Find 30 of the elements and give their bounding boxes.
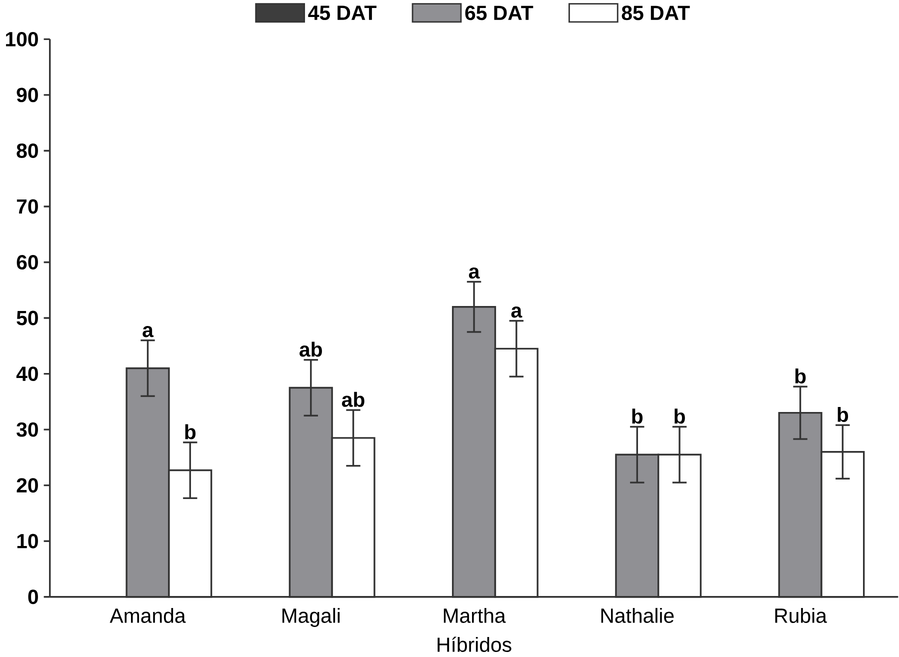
legend-label: 65 DAT (465, 6, 534, 20)
y-tick-label: 60 (16, 255, 38, 270)
x-tick-label: Magali (282, 608, 340, 628)
y-tick-label: 50 (16, 310, 38, 326)
data-label: b (838, 407, 848, 422)
legend-label: 85 DAT (622, 6, 690, 20)
data-label: ab (300, 342, 322, 357)
y-tick-label: 0 (28, 590, 38, 604)
y-tick-label: 40 (16, 366, 38, 382)
data-label: a (511, 306, 522, 318)
data-label: a (468, 268, 480, 279)
legend-label: 45 DAT (308, 6, 376, 20)
y-tick-label: 10 (17, 534, 38, 548)
data-label: b (632, 408, 643, 424)
x-axis-title: Híbridos (438, 636, 512, 652)
data-label: b (795, 368, 806, 384)
x-tick-label: Nathalie (601, 608, 674, 624)
y-tick-label: 20 (16, 478, 38, 493)
y-tick-label: 30 (16, 422, 38, 437)
x-tick-label: Martha (444, 608, 506, 624)
x-tick-label: Rubia (775, 608, 827, 624)
x-tick-label: Amanda (110, 608, 186, 624)
y-tick-label: 100 (6, 32, 38, 47)
data-label: b (185, 424, 196, 440)
y-tick-label: 90 (16, 88, 38, 102)
data-label: a (142, 326, 154, 338)
y-tick-label: 80 (16, 144, 38, 158)
y-tick-label: 70 (16, 199, 38, 214)
data-label: b (674, 408, 685, 424)
data-label: ab (342, 392, 364, 408)
